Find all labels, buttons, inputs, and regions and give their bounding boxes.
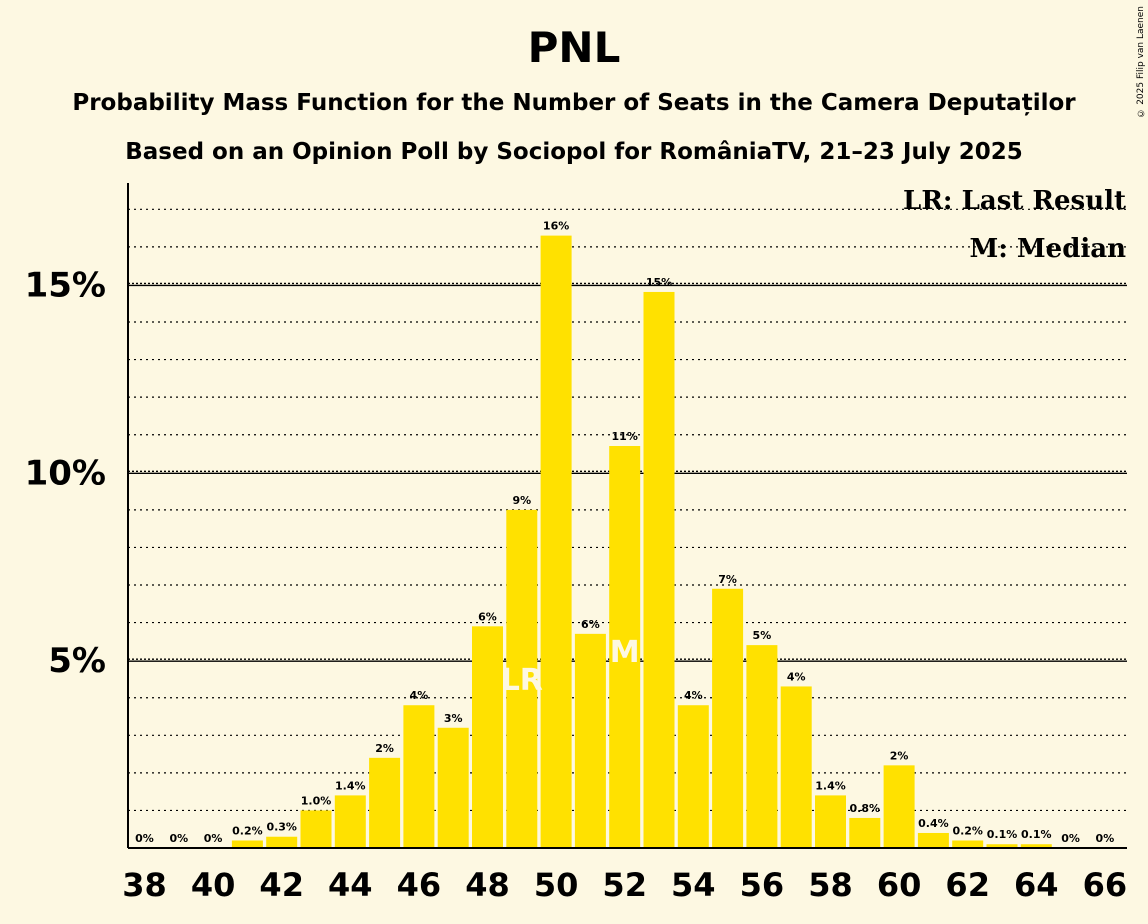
bar-seat-58 xyxy=(815,795,846,848)
bar-value-label: 2% xyxy=(890,749,909,762)
y-tick-label: 10% xyxy=(25,453,106,493)
bar-value-label: 6% xyxy=(581,618,600,631)
bar-value-label: 0.2% xyxy=(952,824,983,837)
bar-seat-55 xyxy=(712,588,744,848)
y-tick-label: 15% xyxy=(25,265,106,305)
chart-subtitle: Probability Mass Function for the Number… xyxy=(72,90,1076,116)
bar-value-label: 0.2% xyxy=(232,824,263,837)
x-tick-label: 56 xyxy=(740,866,785,904)
bar-seat-51 xyxy=(574,633,606,848)
bar-value-label: 1.4% xyxy=(335,779,366,792)
chart-subtitle-source: Based on an Opinion Poll by Sociopol for… xyxy=(125,139,1023,165)
bar-value-label: 11% xyxy=(612,430,638,443)
bar-value-label: 9% xyxy=(512,494,531,507)
x-tick-label: 66 xyxy=(1083,866,1128,904)
x-tick-label: 64 xyxy=(1014,866,1059,904)
x-tick-label: 44 xyxy=(328,866,373,904)
bar-seat-57 xyxy=(780,686,812,848)
bar-seat-63 xyxy=(986,844,1018,848)
bar-value-label: 6% xyxy=(478,610,497,623)
bar-seat-43 xyxy=(300,810,332,848)
x-tick-label: 52 xyxy=(602,866,647,904)
bar-value-label: 0% xyxy=(1096,832,1115,845)
bar-value-label: 5% xyxy=(753,629,772,642)
x-tick-label: 60 xyxy=(877,866,922,904)
median-marker: M xyxy=(610,635,640,670)
bar-value-label: 0.1% xyxy=(1021,828,1052,841)
bar-seat-46 xyxy=(403,705,435,848)
bar-value-label: 1.0% xyxy=(301,794,332,807)
x-tick-label: 42 xyxy=(259,866,304,904)
bar-value-label: 4% xyxy=(684,689,703,702)
x-tick-label: 48 xyxy=(465,866,510,904)
last-result-marker: LR xyxy=(501,663,543,698)
bar-seat-64 xyxy=(1020,844,1052,848)
bar-seat-60 xyxy=(883,765,915,848)
bar-seat-44 xyxy=(334,795,366,848)
axes: 5% 10% 15% 38 40 42 44 46 48 50 52 54 56 58 60 62 64 66 xyxy=(25,183,1128,904)
bar-seat-52 xyxy=(609,445,641,848)
legend-median: M: Median xyxy=(969,234,1126,264)
chart-title: PNL xyxy=(527,23,621,72)
bar-value-label: 4% xyxy=(787,670,806,683)
bar-seat-47 xyxy=(437,727,469,848)
x-tick-label: 50 xyxy=(534,866,579,904)
legend: LR: Last Result M: Median xyxy=(903,186,1126,264)
bar-seat-50 xyxy=(540,235,572,848)
bar-seat-56 xyxy=(746,645,778,848)
legend-last-result: LR: Last Result xyxy=(903,186,1126,216)
bar-seat-59 xyxy=(849,817,881,848)
bar-value-label: 0% xyxy=(135,832,154,845)
y-tick-label: 5% xyxy=(48,641,106,681)
x-tick-label: 38 xyxy=(122,866,167,904)
bar-value-label: 7% xyxy=(718,573,737,586)
bar-value-label: 15% xyxy=(646,276,672,289)
bar-value-label: 0% xyxy=(204,832,223,845)
bar-value-label: 0.4% xyxy=(918,817,949,830)
bar-seat-48 xyxy=(472,626,503,848)
bar-value-label: 2% xyxy=(375,742,394,755)
x-tick-label: 54 xyxy=(671,866,716,904)
bar-seat-41 xyxy=(231,840,263,848)
bar-seat-62 xyxy=(952,840,984,848)
bar-seat-53 xyxy=(643,291,675,848)
bar-group: 0% 0% 0%0.2% 0.3%1.0%1.4%2%4%3%6%9%16%6%11%… xyxy=(135,220,1114,848)
bar-value-label: 1.4% xyxy=(815,779,846,792)
bar-value-label: 0.1% xyxy=(987,828,1018,841)
x-tick-label: 62 xyxy=(945,866,990,904)
bar-value-label: 4% xyxy=(410,689,429,702)
bar-value-label: 0% xyxy=(169,832,188,845)
bar-value-label: 0.8% xyxy=(850,802,881,815)
bar-value-label: 0% xyxy=(1061,832,1080,845)
bar-seat-49 xyxy=(506,509,538,848)
bar-value-label: 16% xyxy=(543,220,569,233)
bar-seat-45 xyxy=(369,757,401,848)
bar-value-label: 3% xyxy=(444,712,463,725)
bar-seat-61 xyxy=(917,832,949,848)
bar-value-label: 0.3% xyxy=(266,821,297,834)
bar-seat-54 xyxy=(677,705,709,848)
bar-seat-42 xyxy=(266,836,298,848)
x-tick-label: 40 xyxy=(191,866,236,904)
x-tick-label: 46 xyxy=(397,866,442,904)
x-tick-label: 58 xyxy=(808,866,853,904)
